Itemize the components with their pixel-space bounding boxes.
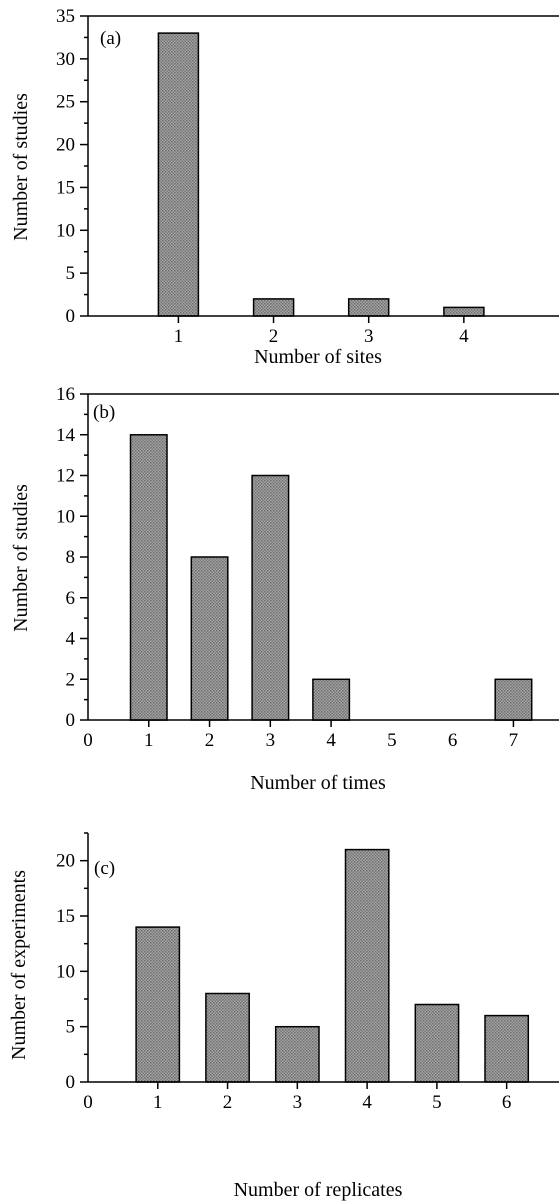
- y-tick-label-b-12: 12: [56, 466, 75, 487]
- y-tick-label-a-0: 0: [66, 306, 76, 327]
- y-tick-label-a-30: 30: [56, 49, 75, 70]
- x-tick-label-c-6: 6: [502, 1092, 512, 1113]
- y-tick-label-b-0: 0: [66, 710, 76, 731]
- y-tick-label-b-2: 2: [66, 669, 76, 690]
- bar-b-2: [190, 556, 229, 721]
- x-axis-label-a: Number of sites: [254, 346, 382, 368]
- bar-c-5: [414, 1003, 460, 1083]
- y-tick-label-c-10: 10: [56, 961, 75, 982]
- x-tick-label-b-6: 6: [448, 730, 458, 751]
- bar-c-6: [484, 1014, 530, 1083]
- x-tick-label-c-1: 1: [153, 1092, 163, 1113]
- x-tick-label-c-3: 3: [293, 1092, 303, 1113]
- bar-b-4: [312, 678, 351, 721]
- x-tick-label-c-0: 0: [83, 1092, 93, 1113]
- bar-a-2: [252, 298, 295, 317]
- y-tick-label-a-15: 15: [56, 177, 75, 198]
- x-tick-label-b-0: 0: [83, 730, 93, 751]
- y-tick-label-a-20: 20: [56, 135, 75, 156]
- y-tick-label-b-4: 4: [66, 629, 76, 650]
- x-tick-label-a-1: 1: [174, 326, 184, 347]
- bar-c-4: [344, 848, 390, 1083]
- x-tick-label-a-3: 3: [364, 326, 374, 347]
- x-tick-label-b-7: 7: [509, 730, 519, 751]
- x-tick-label-c-5: 5: [432, 1092, 442, 1113]
- y-tick-label-b-6: 6: [66, 588, 76, 609]
- bar-c-1: [135, 926, 181, 1083]
- x-tick-label-c-2: 2: [223, 1092, 233, 1113]
- y-axis-label-b: Number of studies: [10, 484, 32, 632]
- bar-b-3: [251, 474, 290, 721]
- x-tick-label-b-3: 3: [266, 730, 276, 751]
- bar-c-3: [274, 1025, 320, 1083]
- y-tick-label-a-25: 25: [56, 92, 75, 113]
- y-tick-label-c-5: 5: [66, 1017, 76, 1038]
- bar-a-4: [443, 306, 485, 317]
- chart-panel-a: 0 5 10 15 20 25 30 35 1 2 3 4 (a) Number of sites N…: [10, 6, 559, 368]
- bar-a-1: [157, 32, 200, 317]
- panel-label-c: (c): [94, 858, 115, 879]
- x-tick-label-a-4: 4: [459, 326, 469, 347]
- y-axis-label-a: Number of studies: [10, 93, 32, 241]
- y-tick-label-c-0: 0: [66, 1072, 76, 1093]
- y-tick-label-a-5: 5: [66, 263, 76, 284]
- bar-b-7: [494, 678, 533, 721]
- y-tick-label-b-14: 14: [56, 425, 76, 446]
- x-tick-label-a-2: 2: [269, 326, 279, 347]
- bar-a-3: [347, 298, 390, 317]
- panel-label-a: (a): [100, 28, 121, 49]
- x-axis-label-c: Number of replicates: [234, 1179, 403, 1201]
- x-tick-label-b-1: 1: [144, 730, 154, 751]
- chart-panel-c: 0 5 10 15 20 0 1 2 3 4 5 6 (c) Number of replicates…: [8, 832, 559, 1201]
- y-tick-label-c-20: 20: [56, 851, 75, 872]
- bar-c-2: [205, 992, 250, 1083]
- x-axis-label-b: Number of times: [250, 772, 386, 794]
- x-tick-label-b-4: 4: [326, 730, 336, 751]
- x-tick-label-c-4: 4: [362, 1092, 372, 1113]
- y-tick-label-a-10: 10: [56, 220, 75, 241]
- x-tick-label-b-2: 2: [205, 730, 215, 751]
- y-tick-label-b-16: 16: [56, 384, 75, 405]
- y-tick-label-b-8: 8: [66, 547, 76, 568]
- y-axis-label-c: Number of experiments: [8, 870, 30, 1060]
- y-tick-label-a-35: 35: [56, 6, 75, 27]
- y-tick-label-b-10: 10: [56, 506, 75, 527]
- y-tick-label-c-15: 15: [56, 906, 75, 927]
- x-tick-label-b-5: 5: [387, 730, 397, 751]
- panel-label-b: (b): [93, 402, 115, 423]
- bar-b-1: [129, 434, 168, 721]
